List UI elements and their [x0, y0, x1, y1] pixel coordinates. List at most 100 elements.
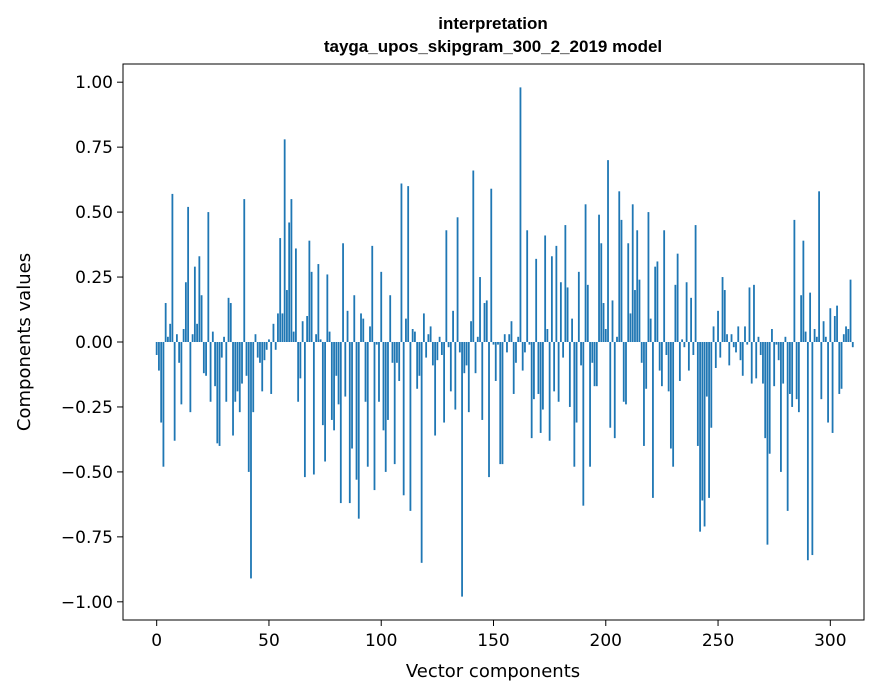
- bar: [811, 342, 814, 556]
- bar: [577, 271, 580, 342]
- bar: [245, 342, 248, 376]
- bar: [568, 342, 571, 407]
- bar: [831, 342, 834, 433]
- bar: [299, 342, 302, 379]
- bar: [786, 342, 789, 511]
- bar: [656, 261, 659, 342]
- bar: [236, 342, 239, 392]
- bar: [330, 342, 333, 420]
- bar: [851, 342, 854, 348]
- bar: [205, 342, 207, 376]
- bar: [420, 342, 423, 563]
- bar: [371, 245, 374, 342]
- bar: [757, 336, 760, 342]
- bar: [268, 339, 270, 342]
- bar: [499, 342, 502, 465]
- bar: [357, 342, 360, 519]
- chart-title: interpretation: [438, 14, 548, 33]
- bar: [250, 342, 252, 579]
- y-tick-label: −0.25: [61, 398, 113, 418]
- bar: [705, 342, 708, 397]
- bar: [173, 342, 176, 441]
- bar: [741, 342, 744, 376]
- bar: [669, 342, 672, 449]
- bar: [663, 230, 666, 342]
- bar: [737, 326, 740, 342]
- bar: [481, 342, 484, 420]
- bar: [813, 329, 816, 342]
- bar: [672, 342, 675, 467]
- bar: [362, 318, 365, 342]
- bar: [616, 336, 618, 342]
- bar: [384, 342, 387, 472]
- bar: [449, 342, 452, 392]
- bar: [348, 342, 351, 504]
- bar: [193, 266, 196, 342]
- bar: [202, 342, 205, 374]
- bar: [418, 342, 421, 376]
- bar: [317, 264, 320, 342]
- bar: [429, 326, 432, 342]
- bar: [795, 342, 798, 400]
- bar: [360, 313, 362, 342]
- bar: [773, 342, 776, 387]
- bar: [342, 243, 344, 342]
- bar: [645, 342, 648, 389]
- bar: [274, 342, 277, 350]
- bar: [613, 342, 616, 439]
- bar: [815, 336, 818, 342]
- bar: [696, 342, 699, 446]
- bar: [472, 170, 475, 342]
- bar: [467, 342, 470, 413]
- bar: [708, 342, 710, 498]
- bar: [638, 279, 641, 342]
- bar: [306, 316, 309, 342]
- bar: [849, 279, 852, 342]
- bar: [492, 342, 495, 345]
- bar: [189, 342, 192, 413]
- bar: [824, 336, 827, 342]
- bar: [802, 240, 805, 342]
- bar: [690, 297, 692, 342]
- bar: [232, 342, 234, 436]
- bar: [402, 342, 405, 496]
- bar: [265, 342, 268, 350]
- bar: [463, 342, 466, 374]
- bar: [607, 160, 609, 342]
- bar: [800, 295, 803, 342]
- bar: [337, 342, 340, 405]
- bar: [225, 342, 228, 402]
- bar: [346, 310, 349, 342]
- bar: [665, 342, 668, 355]
- bar: [622, 342, 625, 402]
- bar: [780, 342, 782, 472]
- bar: [184, 282, 187, 342]
- bar: [809, 292, 812, 342]
- bar: [344, 342, 347, 397]
- bar: [335, 342, 338, 376]
- y-tick-label: 0.75: [75, 138, 113, 158]
- bar: [775, 342, 778, 345]
- x-axis-label: Vector components: [406, 661, 580, 682]
- y-tick-label: 1.00: [75, 73, 113, 93]
- bar: [310, 271, 313, 342]
- bar: [582, 342, 585, 506]
- bar: [640, 342, 643, 363]
- bar: [746, 342, 749, 345]
- bar: [564, 225, 567, 342]
- bar: [326, 274, 329, 342]
- bar: [270, 342, 273, 394]
- bar: [600, 243, 603, 342]
- bar: [726, 334, 728, 342]
- bar: [315, 334, 318, 342]
- y-tick-label: −0.75: [61, 528, 113, 548]
- bar: [160, 342, 163, 423]
- bar: [753, 284, 755, 342]
- bar: [550, 256, 553, 342]
- bar: [447, 342, 450, 348]
- bar: [533, 342, 535, 400]
- bar: [730, 334, 733, 342]
- bar: [490, 188, 493, 342]
- bar: [324, 342, 326, 462]
- bar: [703, 342, 706, 527]
